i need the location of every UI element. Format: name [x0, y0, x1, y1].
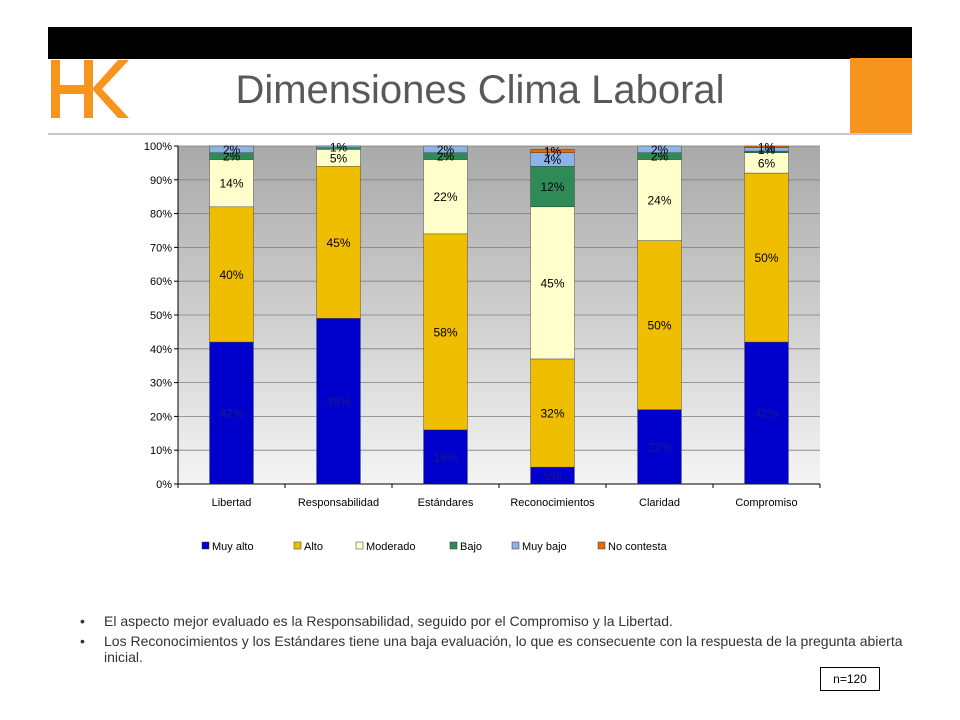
data-label: 2% [223, 150, 241, 164]
y-tick-label: 80% [150, 209, 172, 221]
bar-segment [530, 166, 575, 208]
legend-label: Bajo [460, 541, 482, 553]
notes-list: El aspecto mejor evaluado es la Responsa… [80, 613, 910, 669]
data-label: 16% [433, 450, 457, 464]
data-label: 2% [437, 150, 455, 164]
header-divider [48, 133, 912, 135]
y-tick-label: 70% [150, 242, 172, 254]
legend-swatch [201, 541, 210, 550]
bar-segment [530, 358, 575, 468]
data-label: 49% [326, 395, 350, 409]
category-label: Responsabilidad [298, 497, 379, 509]
y-tick-label: 20% [150, 411, 172, 423]
bar-segment [744, 172, 789, 343]
data-label: 50% [754, 251, 778, 265]
bar-segment [744, 145, 789, 148]
page-title: Dimensiones Clima Laboral [235, 68, 725, 112]
data-label: 1% [758, 140, 776, 154]
legend-swatch [293, 541, 302, 550]
category-label: Reconocimientos [510, 497, 595, 509]
bar-segment [637, 409, 682, 485]
legend-label: Moderado [366, 541, 416, 553]
note-item: El aspecto mejor evaluado es la Responsa… [80, 613, 910, 629]
top-black-bar [48, 27, 912, 59]
legend-label: Muy alto [212, 541, 254, 553]
data-label: 42% [219, 407, 243, 421]
hk-logo [51, 60, 129, 118]
bar-segment [209, 206, 254, 343]
category-label: Libertad [212, 497, 252, 509]
data-label: 2% [223, 143, 241, 157]
legend-swatch [511, 541, 520, 550]
bar-segment [530, 149, 575, 153]
data-label: 58% [433, 325, 457, 339]
bar-segment [530, 206, 575, 360]
bar-segment [209, 145, 254, 153]
bar-segment [316, 145, 361, 148]
data-label: 50% [647, 319, 671, 333]
y-tick-label: 10% [150, 445, 172, 457]
data-label: 5% [330, 151, 348, 165]
bar-segment [637, 240, 682, 410]
data-label: 5% [544, 469, 562, 483]
bar-segment [637, 159, 682, 241]
y-tick-label: 50% [150, 310, 172, 322]
data-label: 22% [647, 440, 671, 454]
bar-segment [423, 233, 468, 431]
category-label: Compromiso [735, 497, 797, 509]
sample-size-box: n=120 [820, 667, 880, 691]
data-label: 22% [433, 190, 457, 204]
data-label: 2% [437, 143, 455, 157]
data-label: 24% [647, 194, 671, 208]
data-label: 45% [540, 276, 564, 290]
data-label: 4% [544, 153, 562, 167]
data-label: 45% [326, 236, 350, 250]
data-label: 40% [219, 268, 243, 282]
data-label: 6% [758, 156, 776, 170]
y-tick-label: 30% [150, 378, 172, 390]
bar-segment [423, 429, 468, 485]
legend-label: Muy bajo [522, 541, 567, 553]
y-tick-label: 0% [156, 479, 172, 491]
legend-swatch [597, 541, 606, 550]
data-label: 1% [544, 145, 562, 159]
bar-segment [316, 318, 361, 485]
legend-swatch [355, 541, 364, 550]
bar-segment [637, 145, 682, 153]
data-label: 42% [754, 407, 778, 421]
stacked-bar-chart: 0% 10% 20% 30% 40% 50% 60% 70% 80% 90% 100% 42% 40% 1… [144, 140, 821, 553]
data-label: 1% [330, 140, 348, 154]
orange-accent-block [850, 58, 912, 134]
y-tick-label: 40% [150, 344, 172, 356]
data-label: 2% [651, 150, 669, 164]
y-tick-label: 90% [150, 175, 172, 187]
bar-segment [209, 341, 254, 485]
data-label: 32% [540, 407, 564, 421]
bar-segment [209, 159, 254, 208]
bar-segment [423, 145, 468, 153]
data-label: 12% [540, 180, 564, 194]
bar-segment [423, 159, 468, 235]
data-label: 2% [651, 143, 669, 157]
legend-label: Alto [304, 541, 323, 553]
category-label: Estándares [418, 497, 474, 509]
data-label: 14% [219, 177, 243, 191]
category-label: Claridad [639, 497, 680, 509]
legend-label: No contesta [608, 541, 668, 553]
legend-swatch [449, 541, 458, 550]
bar-segment [316, 166, 361, 319]
y-tick-label: 60% [150, 276, 172, 288]
y-tick-label: 100% [144, 141, 172, 153]
note-item: Los Reconocimientos y los Estándares tie… [80, 633, 910, 665]
